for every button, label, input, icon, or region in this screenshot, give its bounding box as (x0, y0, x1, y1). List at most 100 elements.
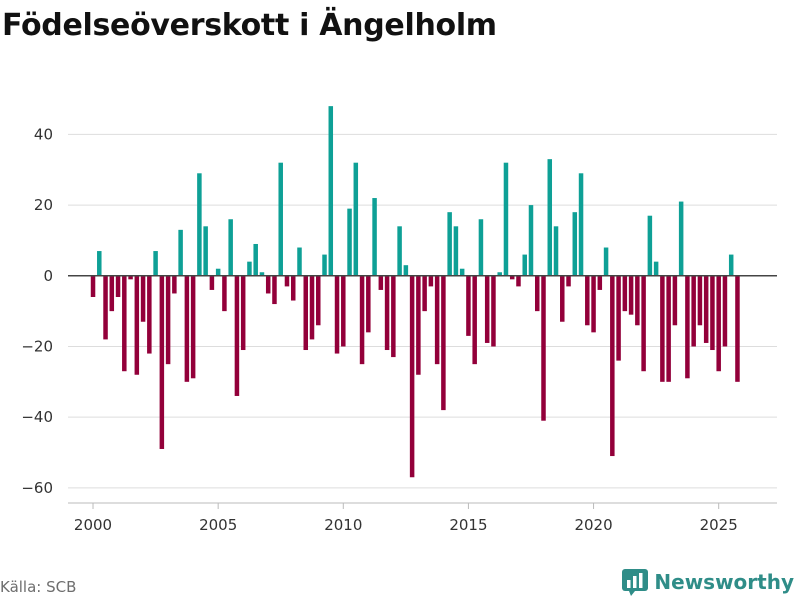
x-tick-label: 2000 (74, 516, 112, 534)
bar (491, 275, 496, 347)
bar (672, 275, 678, 326)
x-axis: 2000 2005 2010 2015 2020 2025 (74, 503, 738, 534)
bar (147, 275, 152, 354)
bar (109, 275, 115, 312)
bar (178, 229, 183, 276)
bar (353, 162, 359, 276)
y-tick-label: −40 (21, 408, 53, 426)
bar (134, 275, 140, 375)
bar (103, 275, 108, 340)
bar (566, 275, 571, 287)
bar (366, 275, 371, 333)
bar (628, 275, 634, 315)
x-tick-label: 2005 (199, 516, 237, 534)
bar (403, 265, 409, 276)
bar-series (90, 106, 740, 478)
bar (497, 272, 502, 276)
bar (728, 254, 734, 276)
bar (234, 275, 240, 396)
x-tick-label: 2015 (449, 516, 487, 534)
y-tick-label: 0 (43, 267, 53, 285)
bar (290, 275, 296, 301)
bar (359, 275, 365, 365)
bar (641, 275, 646, 372)
bar (265, 275, 271, 294)
y-tick-label: −60 (21, 479, 53, 497)
bar (341, 275, 346, 347)
bar (735, 275, 740, 382)
bar (253, 243, 258, 276)
bar (472, 275, 477, 365)
bar (610, 275, 615, 457)
bar (428, 275, 434, 287)
bar (422, 275, 427, 312)
brand-logo[interactable]: Newsworthy (621, 568, 794, 596)
bar (209, 275, 215, 290)
bar (228, 219, 233, 276)
bar (434, 275, 440, 365)
bar (322, 254, 327, 276)
bar (459, 268, 465, 276)
bar (140, 275, 146, 322)
bar (259, 272, 265, 276)
bar (478, 219, 484, 276)
bar (597, 275, 603, 290)
bar (603, 247, 609, 276)
bar (240, 275, 246, 351)
bar (653, 261, 659, 276)
bar (391, 275, 396, 358)
bar (159, 275, 165, 449)
brand-name: Newsworthy (654, 570, 794, 594)
bar (647, 215, 653, 276)
bar (409, 275, 415, 478)
bar (716, 275, 721, 372)
bar (247, 261, 252, 276)
bar (309, 275, 315, 340)
bar (616, 275, 621, 361)
bar (660, 275, 665, 382)
bar (90, 275, 96, 297)
bar (215, 268, 221, 276)
bar (197, 173, 202, 276)
bar (553, 226, 559, 276)
bar (284, 275, 290, 287)
bar (397, 226, 402, 276)
y-tick-label: 40 (34, 125, 53, 143)
bar (278, 162, 283, 276)
bar (203, 226, 208, 276)
y-tick-label: −20 (21, 337, 53, 355)
bar (722, 275, 728, 347)
x-tick-label: 2025 (700, 516, 738, 534)
bar (115, 275, 121, 297)
bar (416, 275, 421, 375)
bar-chart-logo-icon (622, 569, 649, 596)
bar (503, 162, 509, 276)
bar (372, 198, 377, 276)
bar (384, 275, 390, 351)
bar (466, 275, 471, 336)
bar (303, 275, 309, 351)
bar (710, 275, 715, 351)
bar (541, 275, 546, 421)
bar (172, 275, 177, 294)
bar (272, 275, 277, 305)
bar (97, 251, 102, 276)
bar (578, 173, 584, 276)
bar (165, 275, 171, 365)
bar (441, 275, 446, 411)
bar (703, 275, 709, 343)
bar (635, 275, 640, 326)
bar (316, 275, 321, 326)
bar (153, 251, 158, 276)
x-tick-label: 2010 (324, 516, 362, 534)
source-note: Källa: SCB (0, 578, 77, 596)
bar (522, 254, 527, 276)
bar (347, 208, 352, 276)
y-tick-label: 20 (34, 196, 53, 214)
bar (509, 275, 515, 280)
chart-title: Födelseöverskott i Ängelholm (2, 8, 497, 43)
bar (691, 275, 696, 347)
y-axis: −60 −40 −20 0 20 40 (21, 125, 53, 496)
bar (678, 201, 684, 276)
